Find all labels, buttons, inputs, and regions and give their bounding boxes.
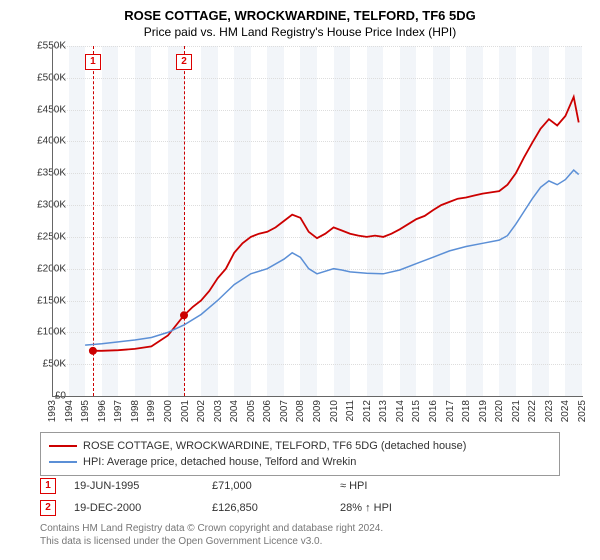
x-axis-label: 1999 [146,400,157,422]
x-axis-label: 2022 [527,400,538,422]
x-axis-label: 2009 [312,400,323,422]
x-axis-label: 2025 [577,400,588,422]
x-axis-label: 2005 [246,400,257,422]
x-axis-label: 2004 [229,400,240,422]
x-axis-label: 2006 [262,400,273,422]
x-axis-label: 2011 [345,400,356,422]
x-axis-label: 1998 [130,400,141,422]
x-axis-label: 2021 [511,400,522,422]
data-row-date: 19-JUN-1995 [74,480,194,492]
data-row-marker-1: 1 [40,478,56,494]
x-axis-label: 2002 [196,400,207,422]
data-row: 2 19-DEC-2000 £126,850 28% ↑ HPI [40,500,560,516]
x-axis-label: 2017 [445,400,456,422]
data-row-date: 19-DEC-2000 [74,502,194,514]
legend-label-1: ROSE COTTAGE, WROCKWARDINE, TELFORD, TF6… [83,438,466,454]
chart-series [52,46,582,396]
data-row-pct: ≈ HPI [340,480,460,492]
x-axis-label: 2018 [461,400,472,422]
x-axis-label: 1997 [113,400,124,422]
data-row-pct: 28% ↑ HPI [340,502,460,514]
x-axis-label: 2010 [329,400,340,422]
legend-row-2: HPI: Average price, detached house, Telf… [49,454,551,470]
data-row: 1 19-JUN-1995 £71,000 ≈ HPI [40,478,560,494]
x-axis-label: 1993 [47,400,58,422]
x-axis-label: 2019 [478,400,489,422]
x-axis-label: 2003 [213,400,224,422]
x-axis-label: 2012 [362,400,373,422]
x-axis-label: 1996 [97,400,108,422]
data-row-price: £71,000 [212,480,322,492]
x-axis-label: 2020 [494,400,505,422]
legend-swatch-2 [49,461,77,463]
legend-swatch-1 [49,445,77,447]
legend-box: ROSE COTTAGE, WROCKWARDINE, TELFORD, TF6… [40,432,560,476]
x-axis-label: 2024 [560,400,571,422]
x-axis-label: 1994 [64,400,75,422]
chart-subtitle: Price paid vs. HM Land Registry's House … [0,25,600,39]
chart-container: ROSE COTTAGE, WROCKWARDINE, TELFORD, TF6… [0,0,600,560]
footer-line-2: This data is licensed under the Open Gov… [40,535,560,548]
x-axis-label: 2001 [180,400,191,422]
x-axis-label: 2016 [428,400,439,422]
data-row-price: £126,850 [212,502,322,514]
footer-attribution: Contains HM Land Registry data © Crown c… [40,522,560,548]
x-axis-label: 1995 [80,400,91,422]
x-axis-label: 2000 [163,400,174,422]
data-rows: 1 19-JUN-1995 £71,000 ≈ HPI 2 19-DEC-2000 £126… [40,478,560,522]
footer-line-1: Contains HM Land Registry data © Crown c… [40,522,560,535]
x-axis-label: 2007 [279,400,290,422]
x-axis-label: 2008 [295,400,306,422]
x-axis-label: 2013 [378,400,389,422]
x-axis-label: 2014 [395,400,406,422]
chart-title: ROSE COTTAGE, WROCKWARDINE, TELFORD, TF6… [0,0,600,23]
legend-row-1: ROSE COTTAGE, WROCKWARDINE, TELFORD, TF6… [49,438,551,454]
data-row-marker-2: 2 [40,500,56,516]
x-axis-label: 2023 [544,400,555,422]
legend-label-2: HPI: Average price, detached house, Telf… [83,454,356,470]
x-axis-label: 2015 [411,400,422,422]
